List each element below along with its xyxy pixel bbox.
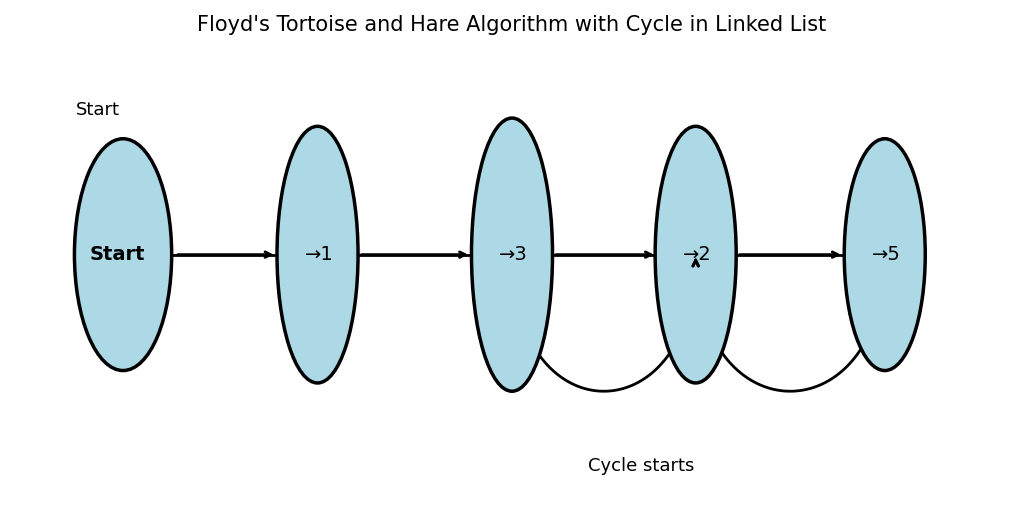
Text: →5: →5 — [871, 245, 901, 264]
Ellipse shape — [278, 126, 358, 383]
Text: Start: Start — [76, 101, 120, 119]
Title: Floyd's Tortoise and Hare Algorithm with Cycle in Linked List: Floyd's Tortoise and Hare Algorithm with… — [198, 15, 826, 35]
Ellipse shape — [75, 139, 172, 370]
Text: →3: →3 — [499, 245, 527, 264]
Ellipse shape — [655, 126, 736, 383]
Text: →1: →1 — [304, 245, 333, 264]
Text: →2: →2 — [683, 245, 712, 264]
Text: Start: Start — [90, 245, 145, 264]
Ellipse shape — [471, 118, 553, 391]
Text: Cycle starts: Cycle starts — [589, 457, 695, 476]
Ellipse shape — [844, 139, 926, 370]
